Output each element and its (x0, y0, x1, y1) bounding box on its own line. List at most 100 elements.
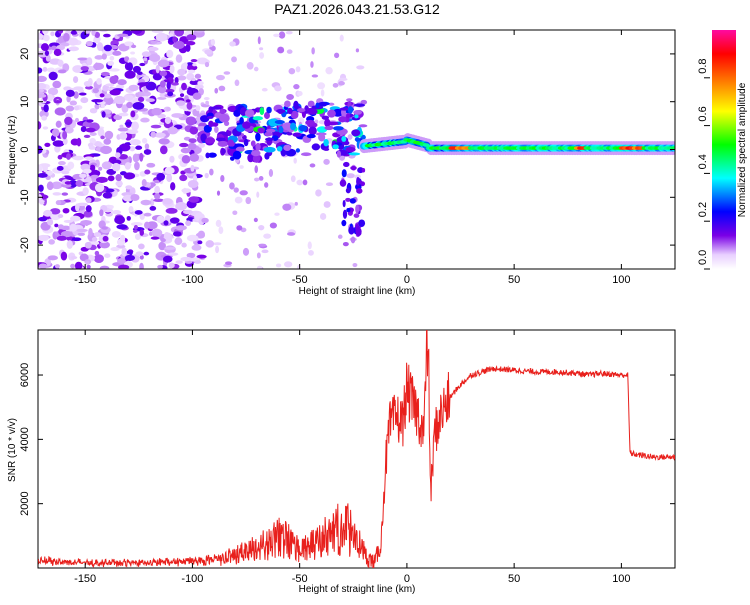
spectrogram-blob (198, 142, 206, 148)
spectrogram-blob (205, 152, 210, 159)
spectrogram-blob (164, 166, 175, 175)
spectrogram-blob (339, 179, 347, 187)
spectrogram-blob (99, 30, 108, 33)
spectrogram-blob (137, 82, 149, 87)
spectrogram-blob (88, 227, 93, 237)
spectrogram-blob (355, 48, 360, 53)
spectrogram-blob (85, 85, 94, 90)
spectrogram-blob (341, 219, 347, 227)
spectrogram-blob (242, 247, 250, 256)
spectrogram-xtick-label: 50 (508, 274, 520, 286)
spectrogram-blob (76, 30, 83, 34)
spectrogram-blob (339, 34, 344, 42)
spectrogram-blob (102, 84, 110, 92)
spectrogram-ylabel: Frequency (Hz) (7, 116, 18, 185)
spectrogram-blob (135, 145, 143, 150)
spectrogram-blob (284, 100, 291, 108)
spectrogram-blob (327, 121, 339, 126)
spectrogram-blob (121, 247, 128, 257)
spectrogram-blob (97, 127, 105, 137)
spectrogram-blob (309, 163, 316, 168)
spectrogram-blob (63, 219, 74, 223)
spectrogram-blob (332, 144, 339, 150)
spectrogram-blob (80, 97, 89, 104)
spectrogram-blob (141, 137, 148, 144)
spectrogram-blob (188, 138, 197, 144)
spectrogram-blob (204, 172, 209, 179)
spectrogram-blob (124, 162, 131, 170)
spectrogram-blob (320, 89, 325, 97)
spectrogram-blob (250, 140, 256, 147)
spectrogram-blob (95, 176, 108, 183)
spectrogram-blob (52, 140, 65, 147)
spectrogram-ytick-label: 0 (19, 146, 31, 152)
spectrogram-blob (60, 251, 68, 261)
spectrogram-blob (218, 113, 230, 123)
spectrogram-blob (292, 132, 302, 137)
spectrogram-blob (38, 164, 43, 172)
spectrogram-blob (135, 92, 140, 98)
spectrogram-blob (354, 174, 362, 179)
spectrogram-blob (75, 179, 84, 187)
spectrogram-blob (227, 139, 235, 147)
spectrogram-blob (189, 126, 199, 135)
spectrogram-blob (278, 31, 286, 39)
spectrogram-blob (54, 100, 61, 104)
spectrogram-blob (190, 164, 195, 172)
spectrogram-blob (159, 80, 166, 88)
spectrogram-blob (185, 99, 191, 103)
spectrogram-blob (282, 122, 293, 131)
spectrogram-blob (125, 185, 133, 190)
spectrogram-blob (83, 134, 91, 139)
spectrogram-blob (336, 150, 342, 158)
spectrogram-blob (186, 234, 199, 242)
spectrogram-blob (315, 102, 320, 109)
spectrogram-blob (177, 68, 186, 76)
spectrogram-blob (318, 133, 326, 142)
spectrogram-blob (234, 196, 243, 204)
spectrogram-blob (164, 116, 172, 125)
spectrogram-blob (162, 198, 173, 205)
spectrogram-blob (158, 138, 170, 145)
spectrogram-blob (232, 150, 242, 160)
spectrogram-blob (295, 148, 300, 153)
spectrogram-blob (155, 32, 168, 42)
spectrogram-blob (165, 207, 178, 214)
spectrogram-blob (124, 121, 134, 126)
spectrogram-blob (117, 33, 129, 37)
spectrogram-blob (140, 117, 150, 123)
spectrogram-blob (46, 93, 54, 102)
spectrogram-blob (68, 46, 80, 52)
spectrogram-blob (342, 242, 349, 247)
spectrogram-blob (102, 191, 113, 199)
spectrogram-blob (169, 155, 175, 163)
spectrogram-blob (353, 213, 360, 218)
spectrogram-blob (190, 59, 198, 63)
spectrogram-blob (99, 241, 110, 249)
spectrogram-blob (146, 221, 158, 230)
spectrogram-blob (214, 126, 219, 134)
spectrogram-blob (154, 193, 161, 200)
spectrogram-blob (277, 46, 285, 54)
spectrogram-blob (151, 107, 163, 116)
spectrogram-blob (69, 100, 78, 106)
spectrogram-blob (132, 153, 139, 163)
spectrogram-blob (115, 180, 123, 187)
spectrogram-blob (140, 199, 152, 206)
spectrogram-blob (205, 240, 215, 248)
spectrogram-blob (229, 41, 236, 47)
spectrogram-blob (90, 174, 99, 179)
spectrogram-blob (206, 115, 214, 119)
spectrogram-blob (307, 108, 318, 115)
spectrogram-blob (157, 96, 167, 100)
spectrogram-blob (130, 193, 140, 202)
spectrogram-xtick-label: -50 (292, 274, 308, 286)
spectrogram-blob (195, 105, 201, 112)
spectrogram-blob (47, 87, 59, 96)
spectrogram-blob (134, 210, 143, 215)
spectrogram-blob (204, 49, 213, 55)
spectrogram-blob (93, 232, 102, 238)
spectrogram-blob (181, 154, 191, 164)
spectrogram-blob (290, 122, 297, 131)
